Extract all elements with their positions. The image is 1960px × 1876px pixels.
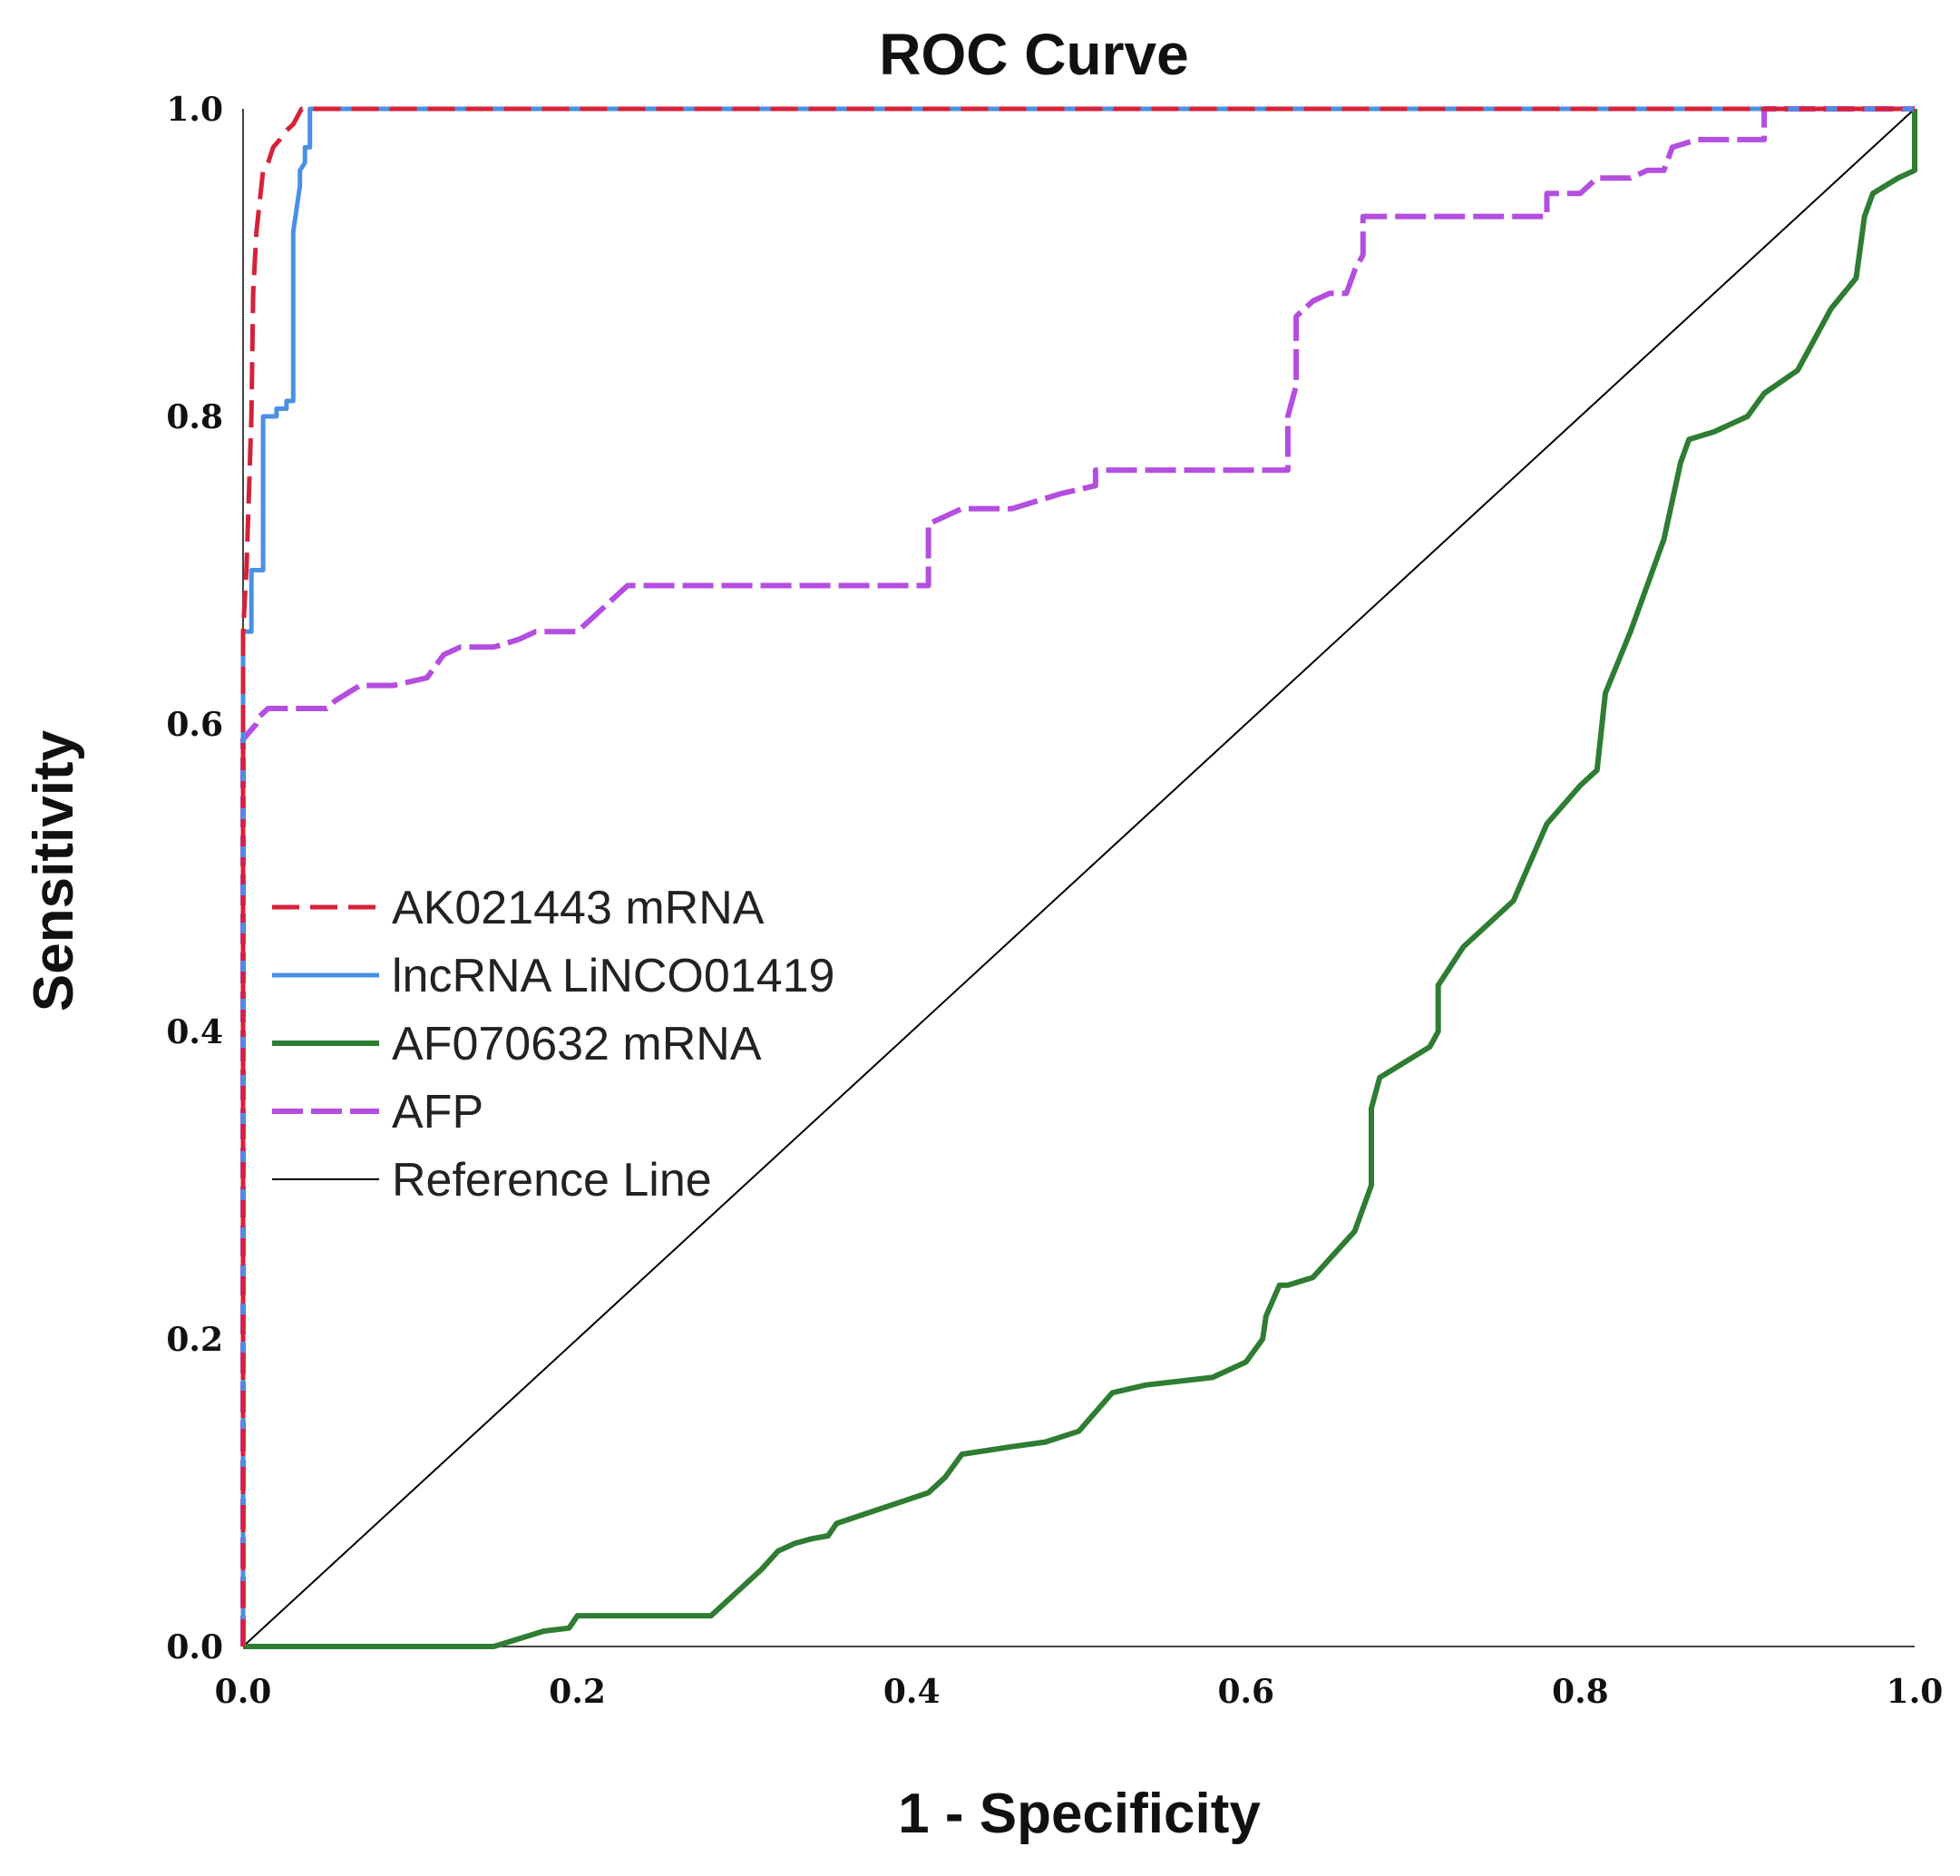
x-tick-label: 0.2 bbox=[549, 1673, 606, 1711]
x-tick-label: 1.0 bbox=[1887, 1673, 1944, 1711]
x-tick-label: 0.0 bbox=[215, 1673, 272, 1711]
legend-label: AF070632 mRNA bbox=[392, 1018, 762, 1070]
legend-label: Reference Line bbox=[392, 1154, 712, 1207]
ticks-layer: 0.0 0.2 0.4 0.6 0.8 1.0 0.0 0.2 0.4 0.6 0.8 1.0 bbox=[166, 91, 1943, 1711]
y-tick-label: 0.4 bbox=[166, 1013, 223, 1051]
x-axis-label: 1 - Specificity bbox=[898, 1783, 1261, 1845]
series-line-afp bbox=[240, 106, 1915, 1646]
series-line-ak021443-mrna bbox=[240, 106, 1915, 1646]
legend: AK021443 mRNA lncRNA LiNCO01419 AF070632 m… bbox=[272, 882, 834, 1207]
legend-label: AFP bbox=[392, 1086, 483, 1138]
series-line-lncrna-linco01419 bbox=[240, 106, 1915, 1646]
series-layer bbox=[240, 106, 1917, 1649]
legend-label: AK021443 mRNA bbox=[392, 882, 765, 934]
x-tick-label: 0.8 bbox=[1552, 1673, 1609, 1711]
series-line-reference-line bbox=[242, 108, 1916, 1647]
y-tick-label: 1.0 bbox=[166, 91, 223, 129]
series-line-af070632-mrna bbox=[243, 109, 1917, 1649]
x-tick-label: 0.4 bbox=[883, 1673, 941, 1711]
y-tick-label: 0.0 bbox=[166, 1628, 223, 1666]
y-axis-label: Sensitivity bbox=[23, 729, 85, 1011]
chart-title: ROC Curve bbox=[879, 22, 1188, 87]
x-tick-label: 0.6 bbox=[1217, 1673, 1274, 1711]
y-tick-label: 0.6 bbox=[166, 706, 223, 744]
legend-label: lncRNA LiNCO01419 bbox=[392, 950, 834, 1002]
y-tick-label: 0.2 bbox=[166, 1321, 223, 1359]
y-tick-label: 0.8 bbox=[166, 398, 223, 436]
